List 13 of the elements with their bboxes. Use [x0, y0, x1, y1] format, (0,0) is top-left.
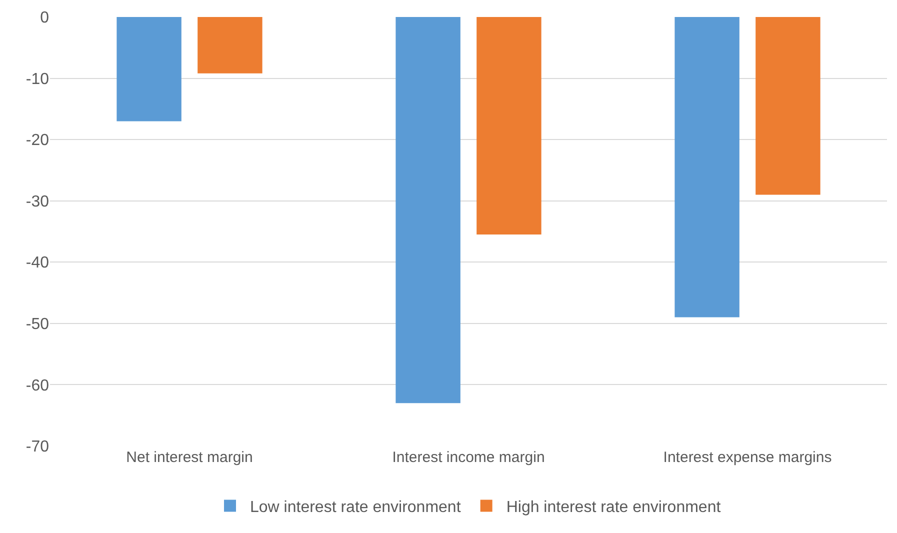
y-tick-label: -30 [26, 193, 50, 210]
legend-label: High interest rate environment [506, 499, 722, 516]
y-tick-label: -70 [26, 438, 50, 456]
y-tick-label: -40 [26, 254, 50, 272]
y-tick-label: 0 [40, 10, 50, 27]
legend-label: Low interest rate environment [250, 499, 462, 516]
x-tick-label: Net interest margin [126, 449, 253, 466]
y-tick-label: -20 [26, 132, 50, 150]
y-tick-label: -50 [26, 316, 50, 334]
x-tick-label: Interest income margin [392, 449, 545, 466]
x-tick-label: Interest expense margins [663, 449, 832, 466]
y-tick-label: -10 [26, 70, 50, 88]
y-tick-label: -60 [26, 377, 50, 394]
